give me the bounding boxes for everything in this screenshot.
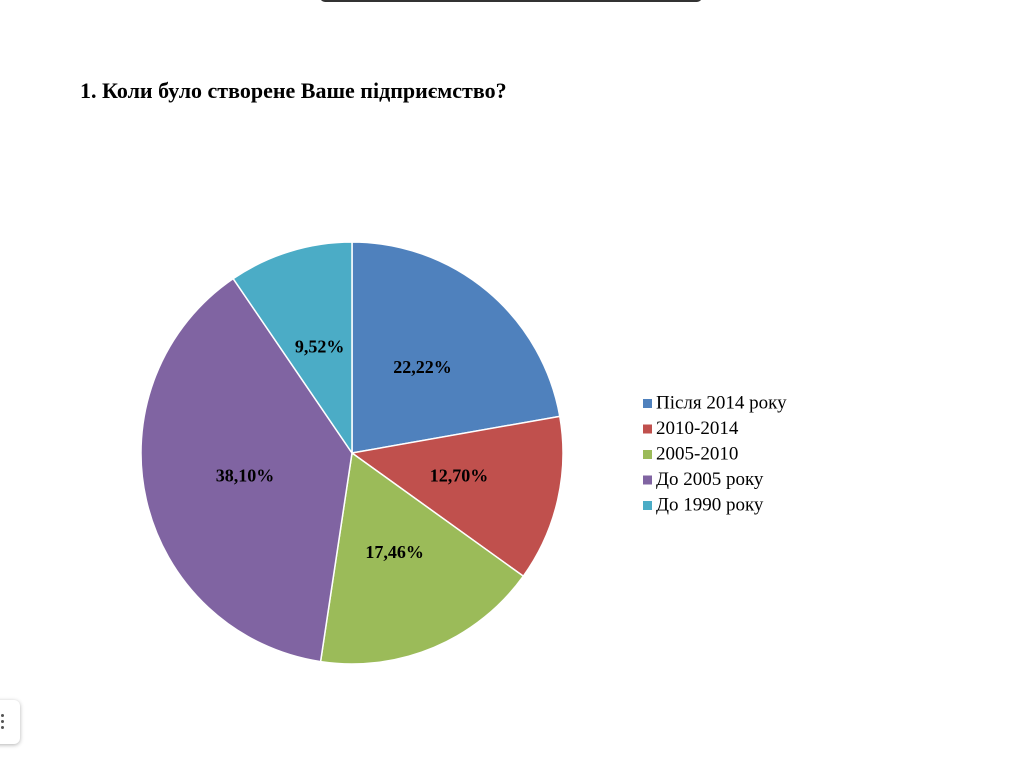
legend-label: До 2005 року <box>656 469 764 490</box>
value-label: 22,22% <box>393 357 452 377</box>
value-label: 17,46% <box>365 542 424 562</box>
legend-label: Після 2014 року <box>656 392 787 413</box>
pie-slice <box>140 277 353 663</box>
legend-swatch <box>643 399 652 408</box>
legend-label: 2005-2010 <box>656 443 738 464</box>
legend-swatch <box>643 450 652 459</box>
pie-slice <box>350 415 564 578</box>
pie-slice <box>351 241 561 454</box>
pie-slice <box>232 241 353 456</box>
legend-swatch <box>643 475 652 485</box>
value-label: 12,70% <box>430 466 489 486</box>
legend-label: 2010-2014 <box>656 418 739 439</box>
question-title: 1. Коли було створене Ваше підприємство? <box>80 78 507 103</box>
value-label: 38,10% <box>216 466 275 486</box>
legend-swatch <box>643 424 652 434</box>
pie-slice <box>319 451 525 665</box>
top-bar <box>320 0 702 2</box>
legend-swatch <box>643 501 652 510</box>
legend-label: До 1990 року <box>656 494 764 515</box>
value-label: 9,52% <box>295 336 345 356</box>
side-widget[interactable] <box>0 700 20 744</box>
